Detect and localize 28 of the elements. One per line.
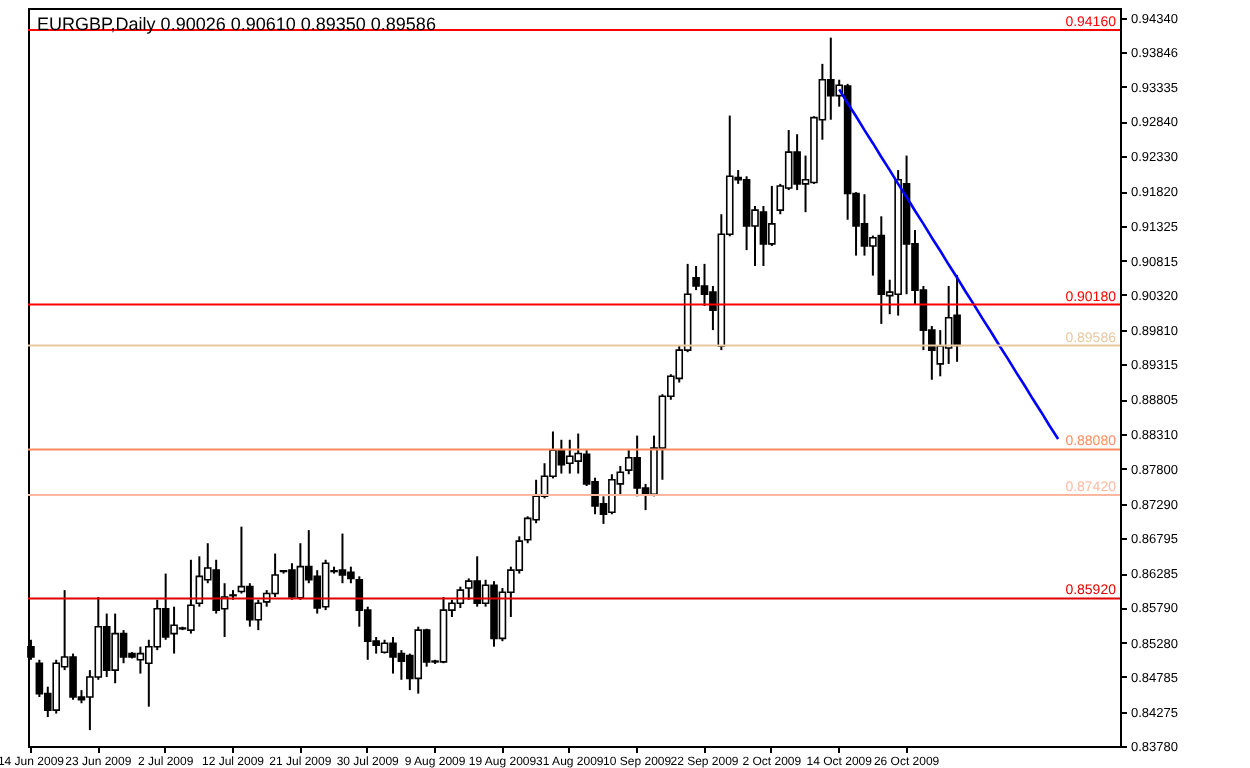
candlestick xyxy=(271,552,279,599)
chart-title: EURGBP,Daily 0.90026 0.90610 0.89350 0.89586 xyxy=(36,14,436,34)
candlestick xyxy=(953,273,961,363)
candlestick xyxy=(860,193,869,257)
candlestick xyxy=(119,629,128,665)
candlestick xyxy=(826,36,835,121)
candlestick xyxy=(111,612,119,685)
candlestick xyxy=(187,558,195,635)
candlestick xyxy=(338,532,347,585)
candlestick xyxy=(170,605,178,655)
candlestick xyxy=(246,582,254,628)
candlestick xyxy=(397,649,406,681)
candlestick xyxy=(136,645,145,675)
candlestick xyxy=(161,572,170,641)
candlestick xyxy=(742,175,751,252)
candlestick xyxy=(102,612,111,679)
candlestick xyxy=(473,555,481,608)
candlestick xyxy=(288,562,296,601)
candlestick xyxy=(608,473,616,516)
candlestick xyxy=(633,434,641,498)
candlestick xyxy=(565,438,574,475)
candlestick xyxy=(759,204,768,267)
candlestick xyxy=(52,658,61,715)
candlestick xyxy=(768,184,776,247)
candlestick xyxy=(793,133,801,192)
candlestick xyxy=(389,636,397,675)
candlestick xyxy=(700,262,709,307)
candlestick xyxy=(464,577,473,601)
